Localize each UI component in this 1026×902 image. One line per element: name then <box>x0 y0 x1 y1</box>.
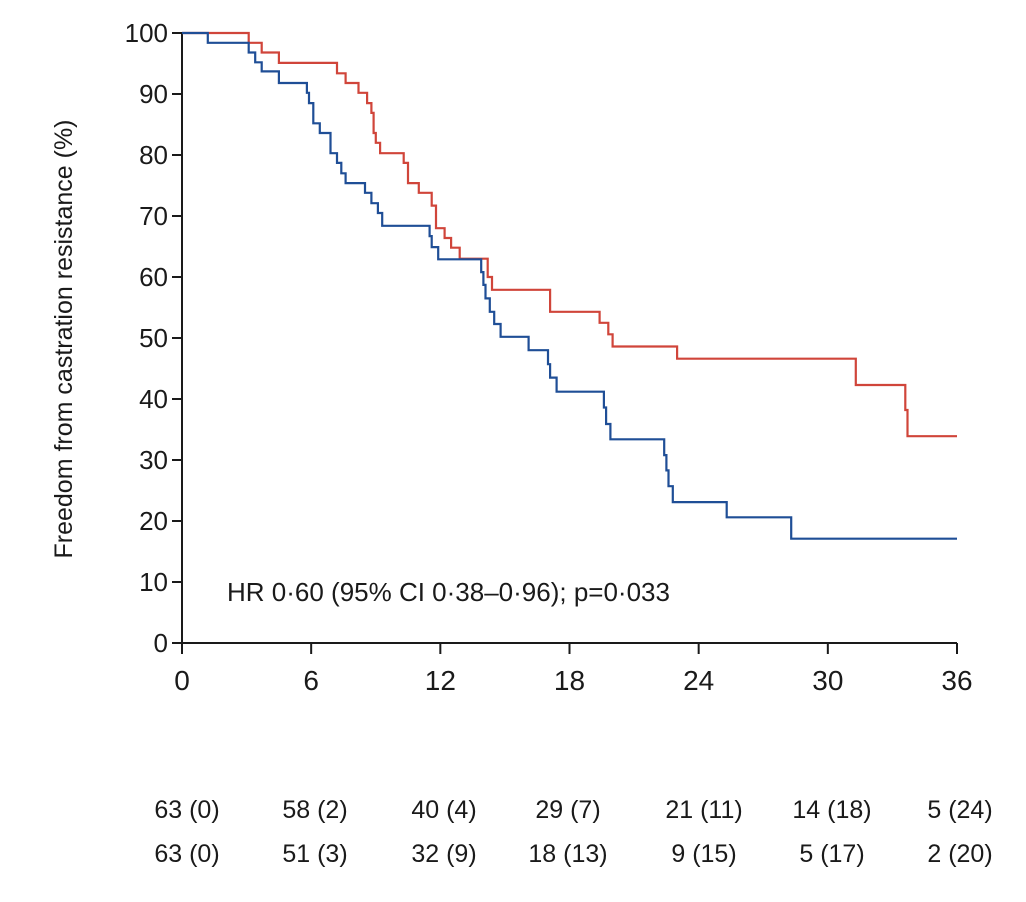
series-line-blue <box>182 31 957 540</box>
axes: 0 10 20 30 40 50 60 70 80 90 100 0 6 12 18 24 30 36 <box>125 18 973 696</box>
y-tick-label: 40 <box>139 384 168 414</box>
risk-table-cell: 9 (15) <box>671 840 737 868</box>
x-tick-label: 18 <box>554 665 585 696</box>
km-chart: 0 10 20 30 40 50 60 70 80 90 100 0 6 12 18 24 30 36 Freed… <box>50 18 973 696</box>
risk-table-cell: 18 (13) <box>528 840 608 868</box>
risk-table-cell: 63 (0) <box>154 840 220 868</box>
x-tick-label: 0 <box>174 665 190 696</box>
y-tick-label: 30 <box>139 445 168 475</box>
y-tick-label: 70 <box>139 201 168 231</box>
risk-table-cell: 32 (9) <box>411 840 477 868</box>
y-tick-label: 50 <box>139 323 168 353</box>
x-tick-label: 36 <box>941 665 972 696</box>
y-tick-label: 0 <box>154 628 168 658</box>
y-tick-label: 90 <box>139 79 168 109</box>
risk-table-cell: 40 (4) <box>411 796 477 824</box>
hazard-ratio-annotation: HR 0·60 (95% CI 0·38–0·96); p=0·033 <box>227 577 670 607</box>
y-tick-label: 80 <box>139 140 168 170</box>
risk-table-cell: 51 (3) <box>282 840 348 868</box>
risk-table-cell: 63 (0) <box>154 796 220 824</box>
risk-table-cell: 5 (24) <box>927 796 993 824</box>
x-tick-label: 30 <box>812 665 843 696</box>
y-tick-label: 20 <box>139 506 168 536</box>
series-line-red <box>182 31 957 438</box>
risk-table-row-2: 63 (0) 51 (3) 32 (9) 18 (13) 9 (15) 5 (17) 2 (… <box>0 840 1026 874</box>
risk-table-cell: 2 (20) <box>927 840 993 868</box>
y-tick-label: 60 <box>139 262 168 292</box>
risk-table-cell: 58 (2) <box>282 796 348 824</box>
risk-table-cell: 14 (18) <box>792 796 872 824</box>
y-axis-label: Freedom from castration resistance (%) <box>50 119 78 558</box>
y-tick-label: 10 <box>139 567 168 597</box>
series-lines <box>182 31 957 540</box>
y-tick-label: 100 <box>125 18 168 48</box>
risk-table-cell: 29 (7) <box>535 796 601 824</box>
risk-table-row-1: 63 (0) 58 (2) 40 (4) 29 (7) 21 (11) 14 (18) 5 … <box>0 796 1026 830</box>
risk-table-cell: 21 (11) <box>665 796 743 824</box>
risk-table-cell: 5 (17) <box>799 840 865 868</box>
x-tick-label: 6 <box>303 665 319 696</box>
x-tick-label: 12 <box>425 665 456 696</box>
x-tick-label: 24 <box>683 665 714 696</box>
